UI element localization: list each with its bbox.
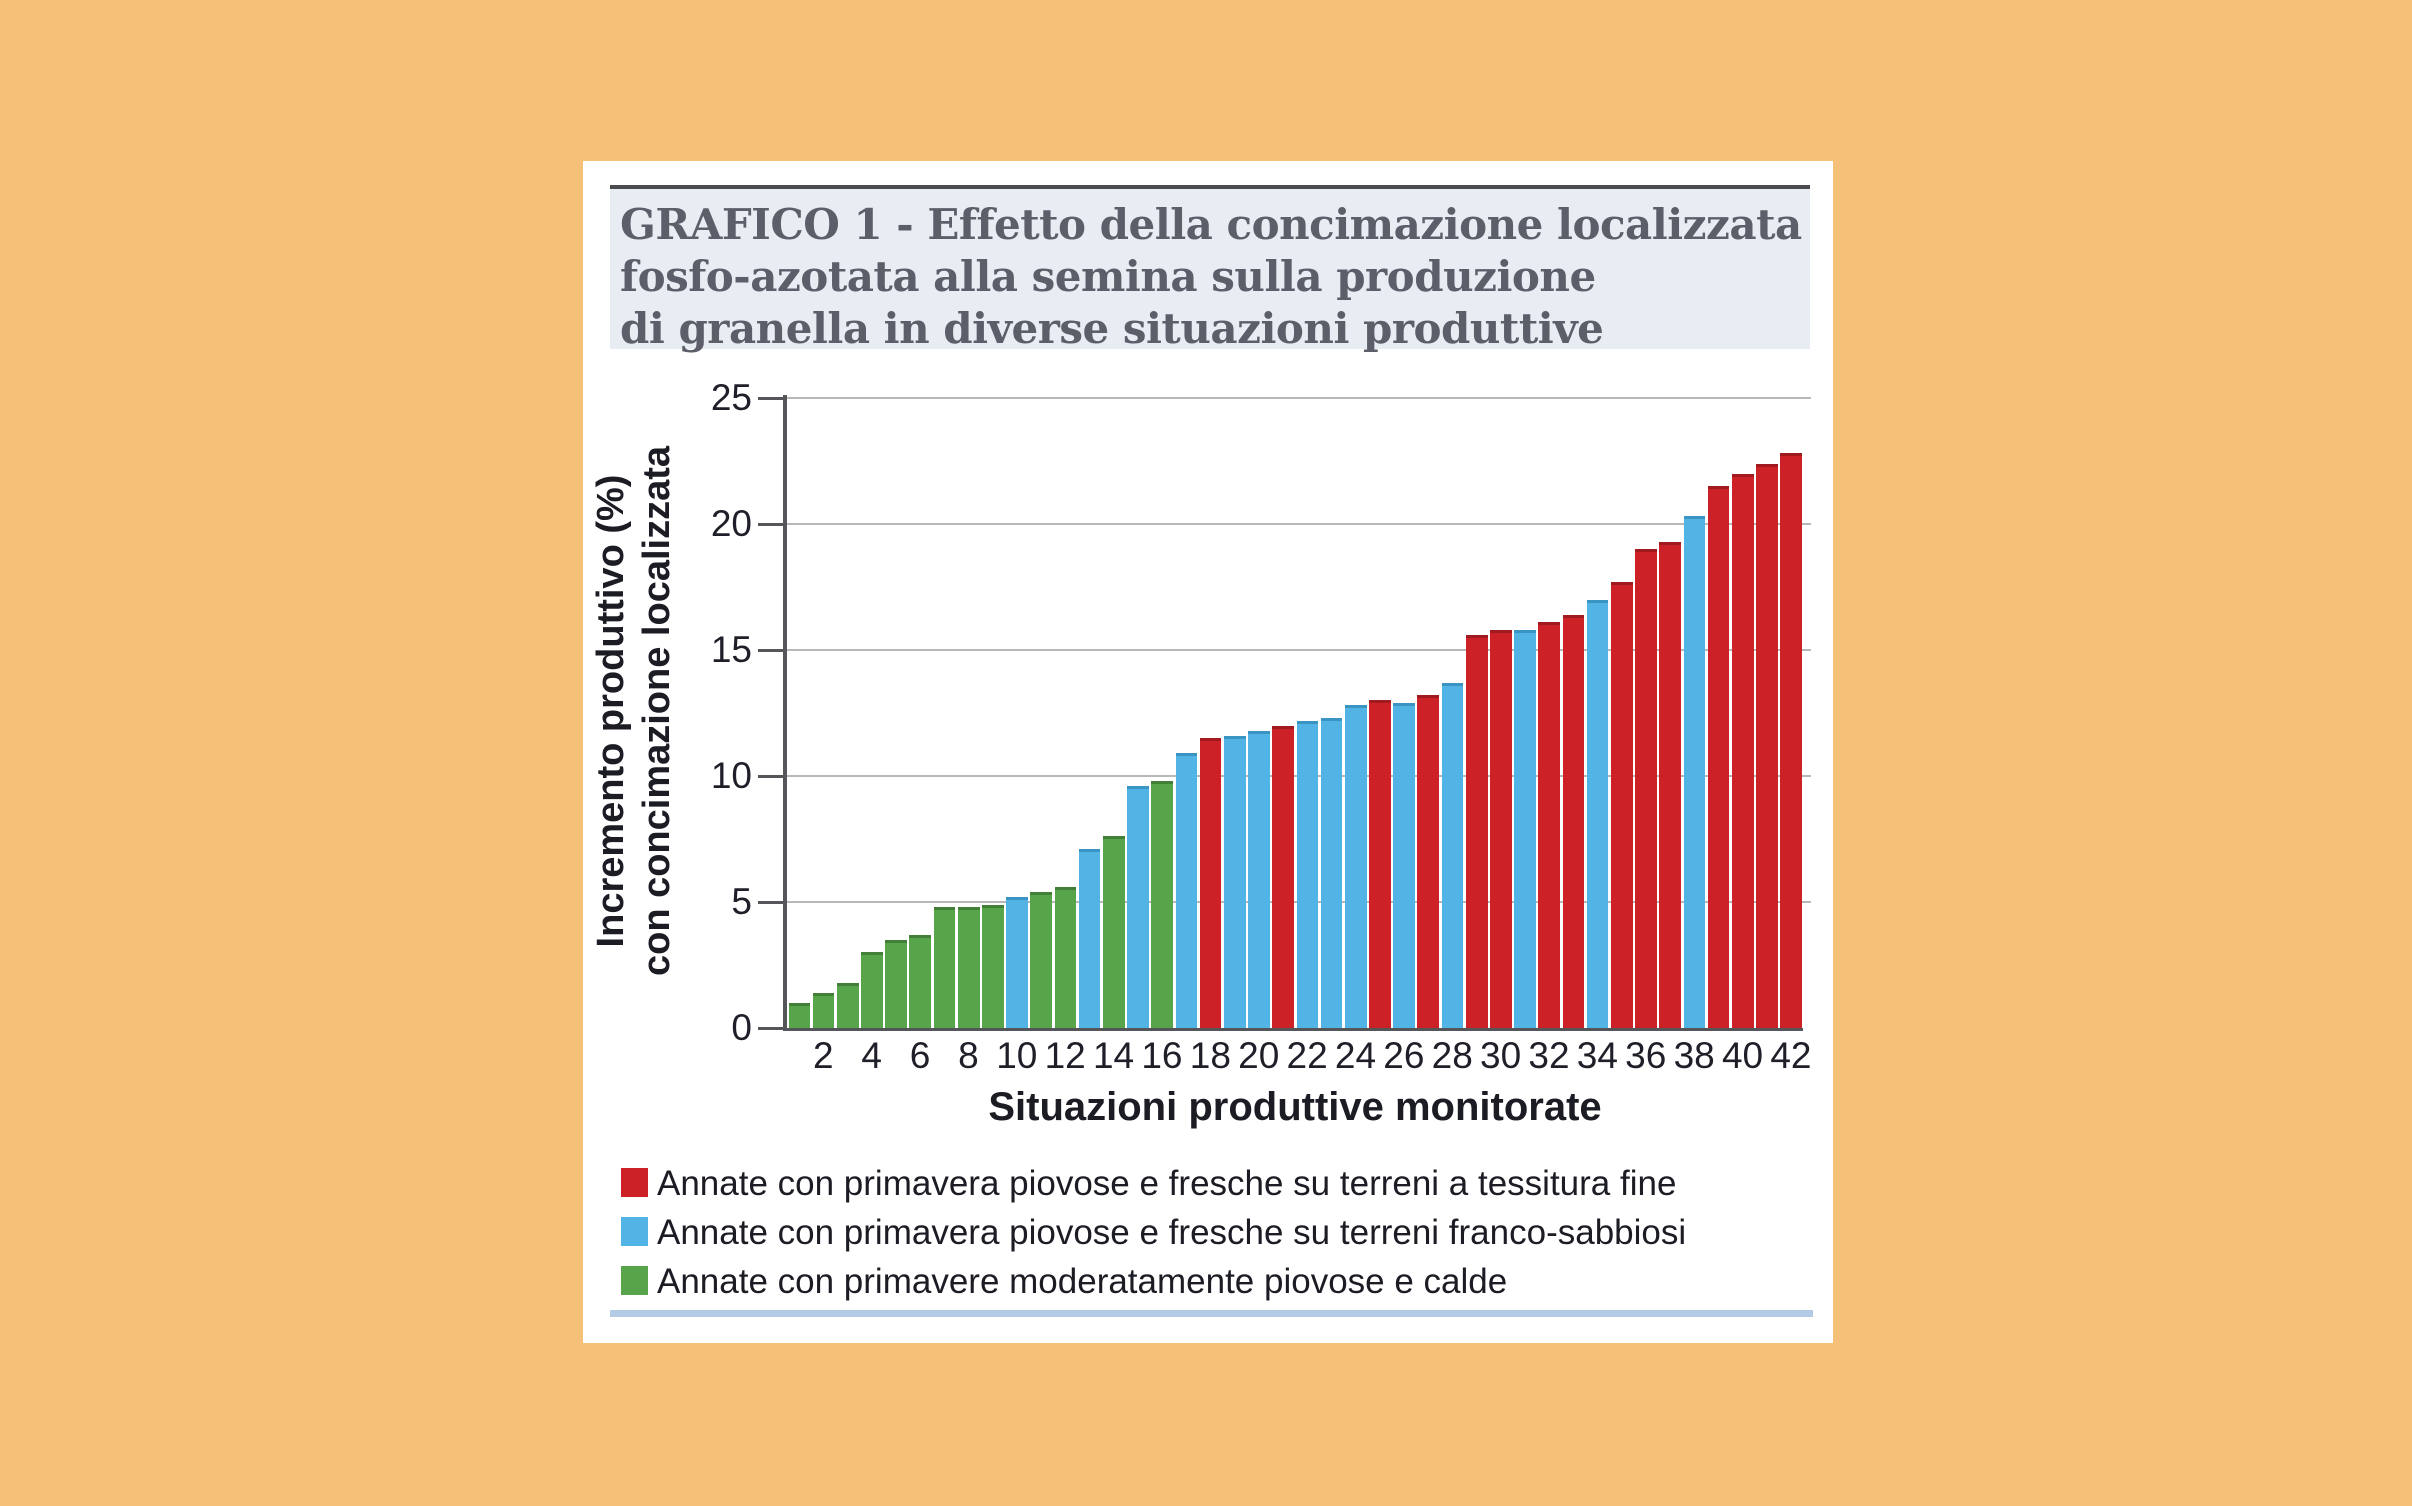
chart-title: GRAFICO 1 - Effetto della concimazione l… bbox=[610, 189, 1810, 353]
y-axis-title: Incremento produttivo (%) con concimazio… bbox=[588, 361, 688, 1061]
y-tick-label-5: 5 bbox=[731, 881, 752, 922]
y-axis-title-line-1: Incremento produttivo (%) bbox=[590, 474, 632, 948]
bar-14 bbox=[1102, 836, 1125, 1028]
bar-30 bbox=[1490, 630, 1512, 1028]
bar-8 bbox=[957, 907, 980, 1028]
y-tick-label-10: 10 bbox=[710, 755, 752, 796]
x-tick-label-26: 26 bbox=[1383, 1035, 1425, 1076]
x-tick-label-38: 38 bbox=[1673, 1035, 1715, 1076]
bar-18 bbox=[1199, 738, 1222, 1028]
legend-swatch-blue bbox=[621, 1217, 648, 1246]
y-tick-20 bbox=[758, 523, 783, 526]
panel-bottom-rule bbox=[610, 1310, 1813, 1317]
bar-1 bbox=[788, 1003, 811, 1028]
x-tick-label-10: 10 bbox=[996, 1035, 1038, 1076]
bar-2 bbox=[812, 993, 835, 1028]
bar-42 bbox=[1780, 453, 1802, 1028]
bar-12 bbox=[1054, 887, 1077, 1028]
bar-16 bbox=[1151, 781, 1174, 1028]
legend-label-red: Annate con primavera piovose e fresche s… bbox=[657, 1164, 1677, 1203]
y-tick-label-0: 0 bbox=[731, 1007, 752, 1048]
bar-23 bbox=[1320, 718, 1343, 1028]
bar-37 bbox=[1659, 542, 1682, 1028]
chart-title-line-3: di granella in diverse situazioni produt… bbox=[620, 304, 1604, 353]
y-tick-15 bbox=[758, 649, 783, 652]
bar-3 bbox=[836, 983, 859, 1028]
x-tick-label-2: 2 bbox=[812, 1035, 834, 1076]
x-tick-label-32: 32 bbox=[1528, 1035, 1570, 1076]
bar-5 bbox=[885, 940, 907, 1028]
bar-chart: 0 5 10 15 20 25 2 4 6 8 10 12 14 16 18 20 22 24 26 28 30 32 34… bbox=[583, 161, 1833, 1343]
gridline-y-20 bbox=[787, 523, 1811, 525]
x-tick-label-8: 8 bbox=[958, 1035, 979, 1076]
bar-24 bbox=[1344, 705, 1367, 1028]
bar-21 bbox=[1272, 726, 1294, 1028]
x-tick-label-28: 28 bbox=[1431, 1035, 1473, 1076]
bar-25 bbox=[1369, 700, 1391, 1028]
y-tick-label-25: 25 bbox=[710, 377, 752, 418]
x-axis-title: Situazioni produttive monitorate bbox=[988, 1085, 1602, 1129]
y-axis-line bbox=[783, 395, 787, 1031]
y-tick-label-15: 15 bbox=[710, 629, 752, 670]
x-tick-label-24: 24 bbox=[1334, 1035, 1377, 1076]
x-tick-label-34: 34 bbox=[1576, 1035, 1618, 1076]
bar-39 bbox=[1707, 486, 1730, 1028]
x-tick-label-20: 20 bbox=[1238, 1035, 1280, 1076]
y-axis-title-line-2: con concimazione localizzata bbox=[636, 445, 678, 977]
x-tick-label-16: 16 bbox=[1141, 1035, 1183, 1076]
y-tick-25 bbox=[758, 397, 783, 400]
x-tick-label-40: 40 bbox=[1721, 1035, 1764, 1076]
bar-40 bbox=[1731, 474, 1754, 1028]
chart-title-line-1: GRAFICO 1 - Effetto della concimazione l… bbox=[620, 200, 1802, 249]
bar-29 bbox=[1465, 635, 1488, 1028]
x-tick-label-6: 6 bbox=[909, 1035, 931, 1076]
y-tick-5 bbox=[758, 901, 783, 904]
chart-title-line-2: fosfo-azotata alla semina sulla produzio… bbox=[620, 252, 1596, 301]
bar-36 bbox=[1635, 549, 1657, 1028]
gridline-y-25 bbox=[787, 397, 1811, 399]
x-tick-label-30: 30 bbox=[1480, 1035, 1522, 1076]
bar-26 bbox=[1393, 703, 1415, 1028]
bar-11 bbox=[1030, 892, 1053, 1028]
bar-35 bbox=[1610, 582, 1633, 1028]
bar-10 bbox=[1006, 897, 1028, 1028]
bar-20 bbox=[1248, 731, 1270, 1028]
bar-38 bbox=[1683, 516, 1706, 1028]
title-top-rule bbox=[610, 185, 1810, 189]
bar-27 bbox=[1417, 695, 1440, 1028]
bar-31 bbox=[1514, 630, 1536, 1028]
legend-swatch-green bbox=[621, 1266, 648, 1295]
bar-15 bbox=[1127, 786, 1149, 1028]
x-tick-label-36: 36 bbox=[1625, 1035, 1667, 1076]
bar-13 bbox=[1078, 849, 1101, 1028]
y-tick-label-20: 20 bbox=[710, 503, 752, 544]
bar-17 bbox=[1175, 753, 1198, 1028]
bar-33 bbox=[1562, 615, 1585, 1028]
bar-41 bbox=[1756, 464, 1778, 1028]
bar-9 bbox=[982, 905, 1004, 1028]
bar-22 bbox=[1296, 721, 1319, 1028]
bar-7 bbox=[933, 907, 956, 1028]
x-tick-label-18: 18 bbox=[1189, 1035, 1231, 1076]
gridline-y-15 bbox=[787, 649, 1811, 651]
x-tick-label-22: 22 bbox=[1286, 1035, 1328, 1076]
bar-32 bbox=[1538, 622, 1561, 1028]
x-tick-label-14: 14 bbox=[1092, 1035, 1135, 1076]
y-tick-0 bbox=[758, 1027, 783, 1030]
bar-4 bbox=[861, 952, 883, 1028]
x-axis-line bbox=[783, 1028, 1803, 1031]
legend-swatch-red bbox=[621, 1168, 648, 1197]
x-tick-label-4: 4 bbox=[861, 1035, 882, 1076]
bar-6 bbox=[909, 935, 932, 1028]
legend-label-green: Annate con primavere moderatamente piovo… bbox=[657, 1262, 1508, 1301]
figure-panel: GRAFICO 1 - Effetto della concimazione l… bbox=[583, 161, 1833, 1343]
x-tick-label-42: 42 bbox=[1770, 1035, 1812, 1076]
bar-28 bbox=[1441, 683, 1464, 1028]
bar-34 bbox=[1586, 600, 1609, 1028]
y-tick-10 bbox=[758, 775, 783, 778]
x-tick-label-12: 12 bbox=[1044, 1035, 1086, 1076]
legend-label-blue: Annate con primavera piovose e fresche s… bbox=[657, 1213, 1687, 1252]
bar-19 bbox=[1223, 736, 1246, 1028]
